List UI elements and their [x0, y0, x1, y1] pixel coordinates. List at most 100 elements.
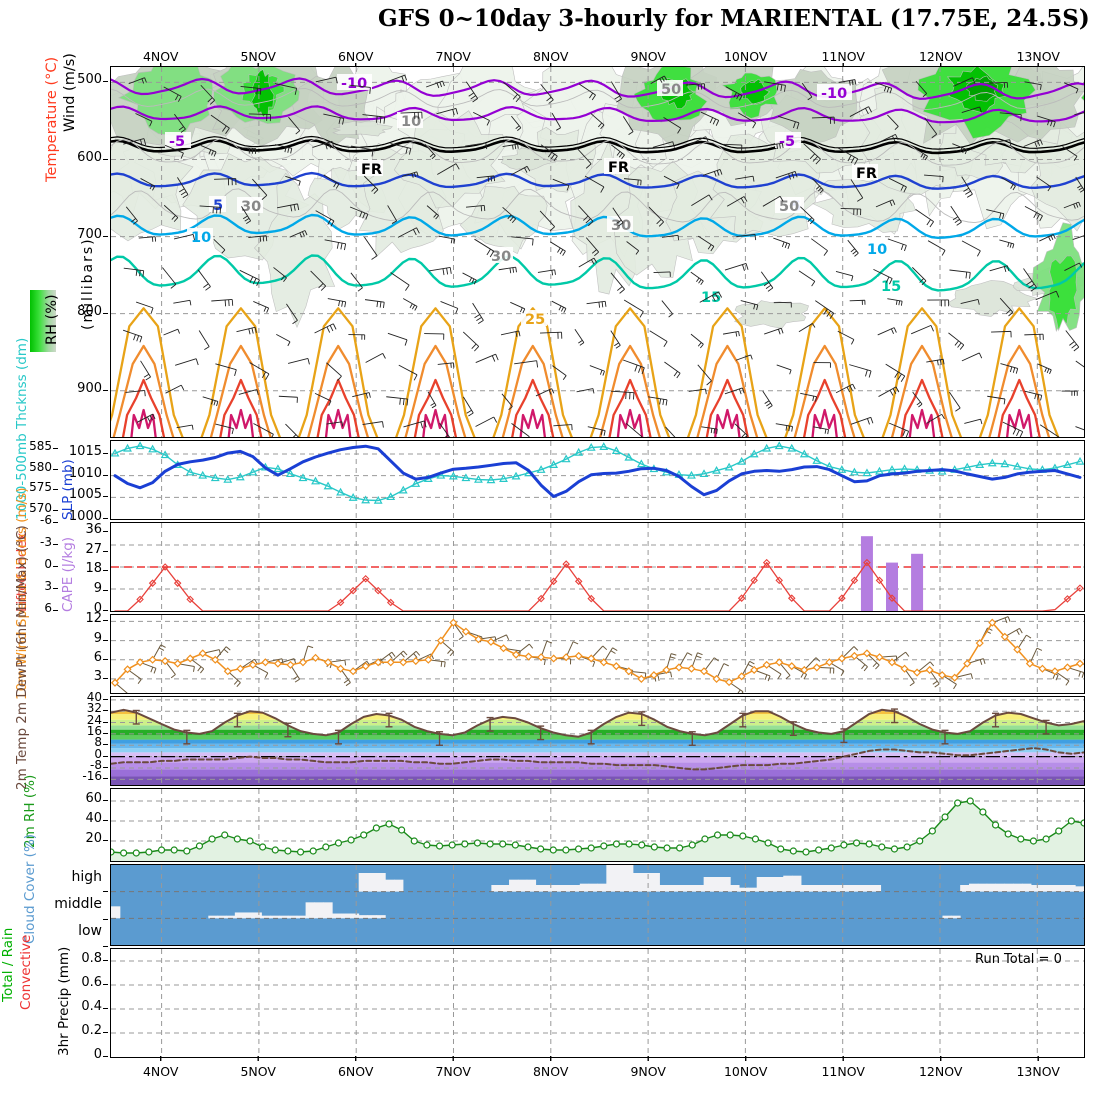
axis-tick — [103, 732, 108, 734]
axis-tick — [53, 522, 58, 523]
date-label: 9NOV — [630, 49, 666, 64]
axis-tick — [103, 474, 108, 476]
axis-tick — [103, 530, 108, 532]
cloud-cover-panel — [110, 864, 1085, 946]
page-title: GFS 0~10day 3-hourly for MARIENTAL (17.7… — [378, 5, 1090, 32]
axis-tick-label: 800 — [77, 303, 102, 319]
cloud-band-label: high — [71, 868, 102, 885]
axis-tick — [103, 778, 108, 780]
svg-text:-10: -10 — [821, 86, 847, 102]
svg-text:-5: -5 — [169, 134, 185, 150]
axis-tick — [53, 468, 58, 470]
date-label: 12NOV — [918, 49, 963, 64]
date-label: 13NOV — [1016, 1064, 1060, 1079]
axis-tick — [103, 453, 108, 454]
date-label: 11NOV — [821, 1064, 865, 1079]
axis-tick-label: 18 — [85, 561, 102, 577]
axis-tick — [103, 81, 108, 83]
axis-tick-label: 1010 — [68, 465, 102, 481]
wind-y-ticks: 12 9 6 3 — [58, 611, 108, 694]
svg-text:50: 50 — [661, 82, 681, 98]
date-label: 4NOV — [142, 49, 179, 64]
temperature-dewpoint-panel — [110, 696, 1085, 786]
precip-legend-total-rain: Total / Rain — [0, 927, 16, 1002]
axis-tick-label: 3 — [44, 579, 52, 593]
axis-tick — [103, 570, 108, 572]
date-label: 8NOV — [532, 1064, 569, 1079]
lifted-index-y-ticks: -6 -3 0 3 6 — [14, 513, 58, 615]
axis-tick — [103, 496, 108, 498]
svg-text:FR: FR — [856, 166, 877, 182]
axis-tick — [103, 800, 108, 801]
axis-tick-label: 1015 — [68, 444, 102, 459]
legend-rh-label: RH (%) — [44, 294, 60, 345]
cape-y-ticks: 36 27 18 9 0 — [58, 522, 108, 616]
axis-tick-label: 9 — [93, 630, 102, 646]
precipitation-y-ticks: 0.8 0.6 0.4 0.2 0 — [58, 948, 108, 1062]
date-label: 7NOV — [435, 1064, 471, 1079]
cloud-band-labels: high middle low — [50, 864, 108, 947]
axis-tick — [103, 550, 108, 552]
axis-tick — [53, 566, 58, 567]
axis-tick — [103, 658, 108, 660]
precip-axis-label: 3hr Precip (mm) — [56, 946, 72, 1056]
axis-tick-label: 585 — [29, 439, 52, 454]
svg-text:10: 10 — [401, 114, 421, 130]
axis-tick — [103, 1008, 108, 1009]
axis-tick — [103, 1056, 108, 1057]
legend-wind-label: Wind (m/s) — [62, 53, 78, 132]
axis-tick-label: 60 — [85, 791, 102, 806]
axis-tick — [103, 639, 108, 641]
axis-tick-label: 24 — [86, 712, 102, 727]
svg-text:10: 10 — [867, 242, 887, 258]
thickness-y-ticks: 585 580 575 570 — [14, 439, 58, 520]
axis-tick — [103, 590, 108, 592]
axis-tick-label: -8 — [90, 757, 102, 772]
axis-tick — [103, 677, 108, 679]
axis-tick-label: 12 — [85, 611, 102, 627]
axis-tick-label: 700 — [77, 226, 102, 242]
date-label: 10NOV — [723, 49, 768, 64]
svg-text:15: 15 — [881, 279, 901, 295]
axis-tick-label: 570 — [29, 500, 52, 515]
date-label: 11NOV — [821, 49, 865, 64]
axis-tick — [103, 820, 108, 821]
axis-tick-label: 9 — [93, 581, 102, 597]
axis-tick-label: 8 — [94, 735, 102, 750]
axis-tick — [103, 721, 108, 723]
axis-tick-label: 0.4 — [81, 999, 102, 1014]
temperature-axis-label: 2m Temp 2m DewPt (6hr Min/Max) (°C) — [14, 525, 30, 790]
cloud-band-label: low — [78, 923, 102, 940]
axis-tick-label: 0 — [44, 557, 52, 571]
legend-temperature-label: Temperature (°C) — [44, 56, 60, 182]
axis-tick-label: 6 — [93, 649, 102, 665]
axis-tick-label: 900 — [77, 380, 102, 396]
cloud-band-label: middle — [54, 896, 102, 912]
axis-tick-label: 0.8 — [81, 951, 102, 966]
axis-tick — [103, 891, 108, 893]
axis-tick — [103, 610, 108, 611]
axis-tick-label: 0 — [93, 601, 102, 616]
date-label: 4NOV — [142, 1064, 179, 1079]
cape-axis-label: CAPE (J/kg) — [60, 536, 76, 612]
axis-tick-label: 0 — [94, 746, 102, 761]
axis-tick-label: 16 — [86, 723, 102, 738]
slp-axis-label: SLP (mb) — [60, 459, 76, 520]
axis-tick — [103, 960, 108, 961]
rh-y-ticks: 60 40 20 — [58, 781, 108, 862]
run-total-label: Run Total = 0 — [975, 952, 1062, 967]
axis-tick — [103, 744, 108, 746]
svg-text:10: 10 — [191, 230, 211, 246]
svg-text:50: 50 — [779, 199, 799, 215]
upper-air-cross-section-panel: -10-10-5-5551010151525FRFRFR303030505010 — [110, 66, 1085, 438]
axis-tick-label: 0.6 — [81, 975, 102, 990]
axis-tick — [53, 544, 58, 545]
relative-humidity-panel — [110, 788, 1085, 862]
axis-tick — [103, 235, 108, 237]
legend-rh-swatch — [30, 290, 56, 352]
axis-tick-label: 600 — [77, 149, 102, 165]
axis-tick — [103, 918, 108, 920]
axis-tick-label: -3 — [40, 535, 52, 549]
axis-tick-label: 40 — [86, 689, 102, 704]
axis-tick — [103, 698, 108, 700]
